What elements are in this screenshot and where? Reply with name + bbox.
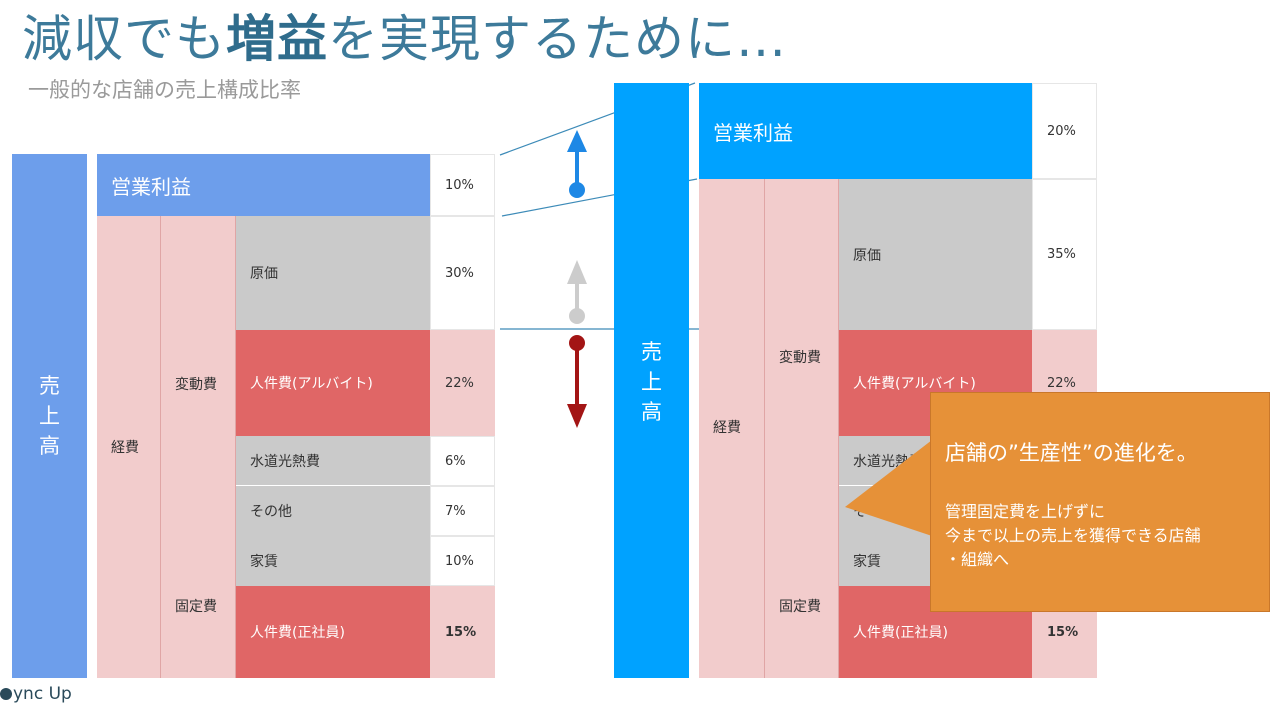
right-sales-char-3: 高 xyxy=(641,400,662,424)
right-row-cost-pct: 35% xyxy=(1032,179,1097,330)
logo-text: ync Up xyxy=(13,684,72,704)
right-sales-char-2: 上 xyxy=(641,370,662,394)
left-row-cost-pct: 30% xyxy=(430,216,495,330)
left-row-rent: 家賃 xyxy=(236,536,430,586)
left-row-rent-pct: 10% xyxy=(430,536,495,586)
left-variable-cell: 変動費 xyxy=(161,216,236,536)
left-fixed-label: 固定費 xyxy=(175,599,217,615)
arrow-gray-icon xyxy=(567,260,587,324)
left-row-fulltime-pct: 15% xyxy=(430,586,495,678)
right-expense-label: 経費 xyxy=(713,420,741,436)
right-profit-cell: 営業利益 xyxy=(699,83,1032,179)
title-bold: 増益 xyxy=(226,10,328,68)
left-row-other-pct: 7% xyxy=(430,486,495,536)
left-row-parttime-pct: 22% xyxy=(430,330,495,436)
right-sales-char-1: 売 xyxy=(641,340,662,364)
right-sales-bar: 売 上 高 xyxy=(614,83,689,678)
left-row-fulltime: 人件費(正社員) xyxy=(236,586,430,678)
callout-box: 店舗の”生産性”の進化を。 管理固定費を上げずに 今まで以上の売上を獲得できる店… xyxy=(930,392,1270,612)
left-variable-label: 変動費 xyxy=(175,377,217,393)
left-row-utilities-pct: 6% xyxy=(430,436,495,486)
left-row-parttime: 人件費(アルバイト) xyxy=(236,330,430,436)
left-profit-pct: 10% xyxy=(430,154,495,216)
right-profit-pct: 20% xyxy=(1032,83,1097,179)
right-row-cost: 原価 xyxy=(839,179,1032,330)
subtitle: 一般的な店舗の売上構成比率 xyxy=(28,78,301,102)
left-expense-cell: 経費 xyxy=(97,216,161,678)
left-profit-cell: 営業利益 xyxy=(97,154,430,216)
left-row-cost: 原価 xyxy=(236,216,430,330)
left-row-utilities: 水道光熱費 xyxy=(236,436,430,486)
title-part2: を実現するために… xyxy=(328,10,787,68)
left-row-other: その他 xyxy=(236,486,430,536)
callout-heading: 店舗の”生産性”の進化を。 xyxy=(945,441,1198,465)
syncup-logo: ync Up xyxy=(0,684,72,704)
left-sales-char-1: 売 xyxy=(39,374,60,398)
right-expense-cell: 経費 xyxy=(699,179,765,678)
arrow-up-icon xyxy=(567,130,587,198)
left-sales-char-2: 上 xyxy=(39,404,60,428)
right-variable-cell: 変動費 xyxy=(765,179,839,536)
left-sales-bar: 売 上 高 xyxy=(12,154,87,678)
page-title: 減収でも増益を実現するために… xyxy=(22,8,787,70)
right-fixed-label: 固定費 xyxy=(779,599,821,615)
right-variable-label: 変動費 xyxy=(779,350,821,366)
arrow-down-icon xyxy=(567,335,587,428)
callout-line-2: 今まで以上の売上を獲得できる店舗 xyxy=(945,526,1201,545)
title-part1: 減収でも xyxy=(22,10,226,68)
callout-line-3: ・組織へ xyxy=(945,550,1010,569)
callout-line-1: 管理固定費を上げずに xyxy=(945,502,1106,521)
left-fixed-cell: 固定費 xyxy=(161,536,236,678)
logo-dot-icon xyxy=(0,688,12,700)
right-fixed-cell: 固定費 xyxy=(765,536,839,678)
left-sales-char-3: 高 xyxy=(39,434,60,458)
